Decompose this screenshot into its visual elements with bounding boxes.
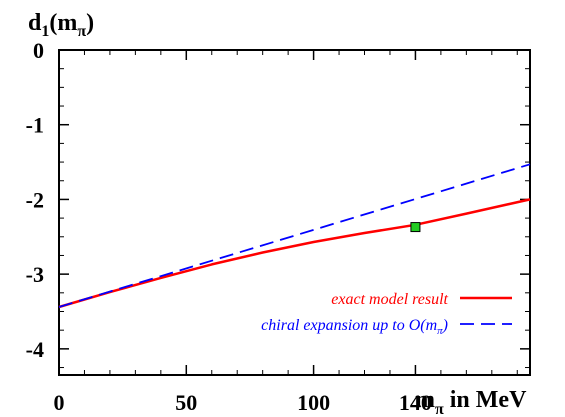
legend: exact model result chiral expansion up t… bbox=[261, 291, 512, 337]
y-tick-labels: 0 -1 -2 -3 -4 bbox=[26, 38, 44, 362]
series-exact-line bbox=[58, 198, 531, 309]
series-chiral-line bbox=[58, 163, 531, 308]
x-tick-label: 140 bbox=[399, 390, 432, 415]
x-tick-label: 50 bbox=[175, 390, 197, 415]
y-tick-label: -4 bbox=[26, 337, 44, 362]
y-tick-label: -2 bbox=[26, 187, 44, 212]
legend-label-exact: exact model result bbox=[331, 291, 448, 308]
y-tick-label: 0 bbox=[33, 38, 44, 63]
y-tick-label: -3 bbox=[26, 262, 44, 287]
x-tick-label: 0 bbox=[54, 390, 65, 415]
legend-label-chiral: chiral expansion up to O(mπ) bbox=[261, 317, 448, 337]
x-tick-label: 100 bbox=[297, 390, 330, 415]
series-group bbox=[58, 163, 531, 309]
x-axis-label: mπ in MeV bbox=[415, 387, 527, 417]
x-tick-labels: 0 50 100 140 bbox=[54, 390, 432, 415]
y-axis-label: d1(mπ) bbox=[28, 10, 94, 40]
plot-frame bbox=[58, 49, 531, 376]
physical-point-marker bbox=[410, 222, 421, 233]
ticks bbox=[58, 50, 530, 375]
y-tick-label: -1 bbox=[26, 113, 44, 138]
